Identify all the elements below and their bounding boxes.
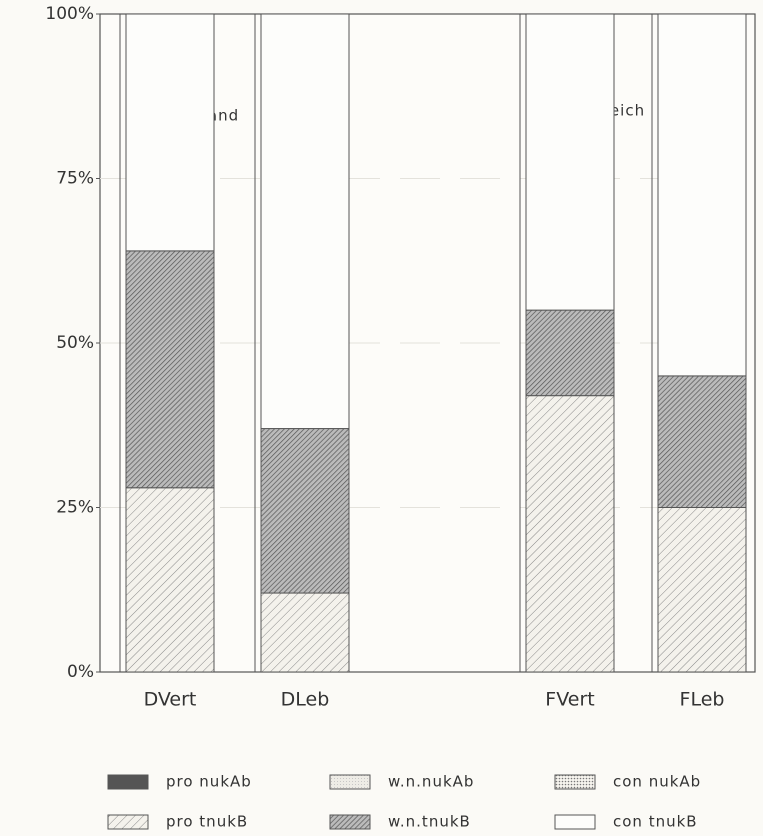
x-tick-label: DVert [144,689,197,711]
bar-segment [125,250,215,489]
legend-label: w.n.nukAb [388,773,474,791]
x-tick-label: DLeb [281,689,330,711]
legend-label: con tnukB [613,813,698,831]
y-tick-label: 0% [67,662,94,682]
bar-segment [260,428,350,594]
legend-swatch [329,774,371,790]
legend-swatch [554,774,596,790]
x-tick-label: FVert [545,689,594,711]
legend-swatch [329,814,371,830]
legend-swatch [554,814,596,830]
y-tick-label: 100% [45,4,94,24]
y-tick-label: 75% [56,169,94,189]
x-tick-label: FLeb [680,689,725,711]
bar-segment [125,487,215,673]
bar-segment [525,395,615,673]
legend-swatch [107,814,149,830]
bar-segment [525,13,615,311]
bar-segment [525,309,615,397]
legend-label: con nukAb [613,773,701,791]
legend-label: pro nukAb [166,773,252,791]
bar-segment [260,13,350,430]
y-tick-label: 50% [56,333,94,353]
y-tick-label: 25% [56,498,94,518]
legend-label: w.n.tnukB [388,813,471,831]
bar-segment [260,592,350,673]
legend-swatch [107,774,149,790]
legend-label: pro tnukB [166,813,248,831]
bar-segment [125,13,215,252]
bar-segment [657,13,747,377]
bar-segment [657,507,747,673]
bar-segment [657,375,747,508]
